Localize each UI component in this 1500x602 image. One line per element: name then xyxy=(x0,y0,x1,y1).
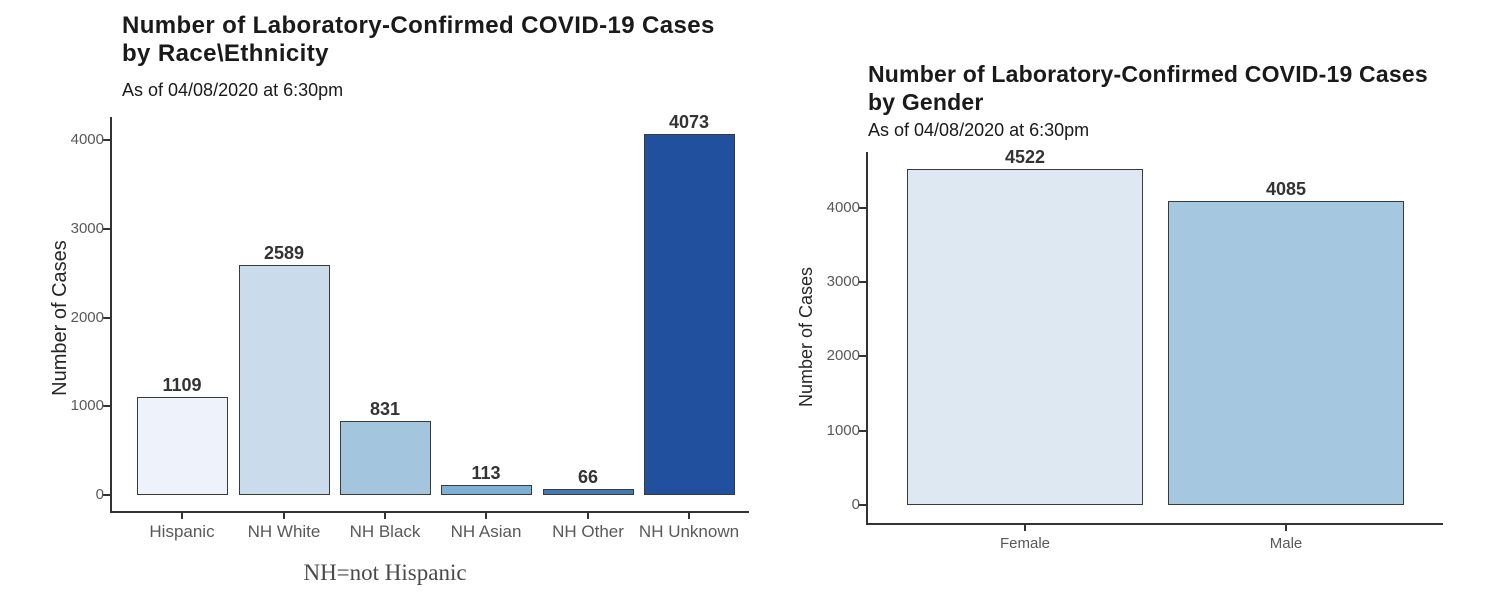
bar-nh-white xyxy=(238,265,330,495)
x-tick-label: NH Asian xyxy=(450,522,522,541)
y-tick-label: 1000 xyxy=(826,421,860,439)
bar-value-label: 4073 xyxy=(668,111,710,132)
x-axis-tick xyxy=(181,513,183,519)
x-axis-line xyxy=(866,523,1443,525)
y-axis-tick xyxy=(103,227,110,230)
y-axis-tick xyxy=(859,281,866,284)
chart-title-line1: Number of Laboratory-Confirmed COVID-19 … xyxy=(122,12,715,39)
x-axis-tick xyxy=(1024,525,1026,531)
bar-nh-asian xyxy=(440,484,532,495)
chart-title: Number of Laboratory-Confirmed COVID-19 … xyxy=(868,60,1428,116)
chart-title-line2: by Race\Ethnicity xyxy=(122,40,329,67)
y-axis-tick xyxy=(103,494,110,496)
chart-subtitle: As of 04/08/2020 at 6:30pm xyxy=(122,80,344,100)
y-axis-tick xyxy=(859,504,866,506)
y-axis-line xyxy=(866,152,868,525)
y-axis-tick xyxy=(103,139,110,141)
x-tick-label: NH White xyxy=(247,522,321,541)
x-tick-label: NH Other xyxy=(552,522,624,541)
x-tick-label: Hispanic xyxy=(149,522,215,541)
x-axis-line xyxy=(110,511,749,513)
y-tick-label: 0 xyxy=(851,496,860,513)
bar-value-label: 1109 xyxy=(162,374,202,395)
bar-male xyxy=(1168,201,1404,505)
y-axis-title: Number of Cases xyxy=(796,266,816,408)
x-axis-tick xyxy=(587,513,589,519)
y-axis-tick xyxy=(103,316,110,319)
y-tick-label: 4000 xyxy=(70,131,104,148)
y-axis-tick xyxy=(103,405,110,408)
bar-hispanic xyxy=(136,396,228,495)
x-tick-label: Female xyxy=(999,535,1051,552)
y-tick-label: 4000 xyxy=(826,198,860,216)
chart-title-line2: by Gender xyxy=(868,89,984,115)
y-tick-label: 3000 xyxy=(70,219,104,237)
chart-caption: NH=not Hispanic xyxy=(303,560,467,585)
bar-value-label: 4085 xyxy=(1265,179,1307,200)
bar-nh-unknown xyxy=(643,133,735,495)
bar-nh-black xyxy=(339,421,431,495)
bar-value-label: 113 xyxy=(471,462,501,483)
bar-nh-other xyxy=(542,489,634,495)
bar-value-label: 831 xyxy=(369,399,401,420)
x-tick-label: Male xyxy=(1269,535,1303,552)
x-axis-tick xyxy=(485,513,487,519)
y-axis-tick xyxy=(859,206,866,209)
x-axis-tick xyxy=(1285,525,1287,531)
chart-subtitle: As of 04/08/2020 at 6:30pm xyxy=(868,120,1090,140)
bar-value-label: 66 xyxy=(577,467,599,488)
x-tick-label: NH Unknown xyxy=(638,522,740,541)
y-axis-line xyxy=(110,117,112,513)
bar-female xyxy=(907,169,1143,505)
x-axis-tick xyxy=(384,513,386,519)
x-tick-label: NH Black xyxy=(349,522,421,541)
y-tick-label: 2000 xyxy=(70,308,104,326)
chart-title: Number of Laboratory-Confirmed COVID-19 … xyxy=(122,12,715,68)
race-ethnicity-chart: Number of Laboratory-Confirmed COVID-19 … xyxy=(49,12,749,585)
y-tick-label: 1000 xyxy=(70,397,104,415)
chart-title-line1: Number of Laboratory-Confirmed COVID-19 … xyxy=(868,61,1428,87)
bar-value-label: 4522 xyxy=(1004,147,1046,167)
y-tick-label: 2000 xyxy=(826,347,860,365)
y-tick-label: 3000 xyxy=(826,273,860,291)
gender-chart: Number of Laboratory-Confirmed COVID-19 … xyxy=(760,0,1500,602)
y-axis-tick xyxy=(859,429,866,432)
y-axis-tick xyxy=(859,355,866,358)
x-axis-tick xyxy=(283,513,285,519)
y-tick-label: 0 xyxy=(95,486,104,503)
bar-value-label: 2589 xyxy=(263,243,305,264)
x-axis-tick xyxy=(688,513,690,519)
y-axis-title: Number of Cases xyxy=(49,240,71,396)
